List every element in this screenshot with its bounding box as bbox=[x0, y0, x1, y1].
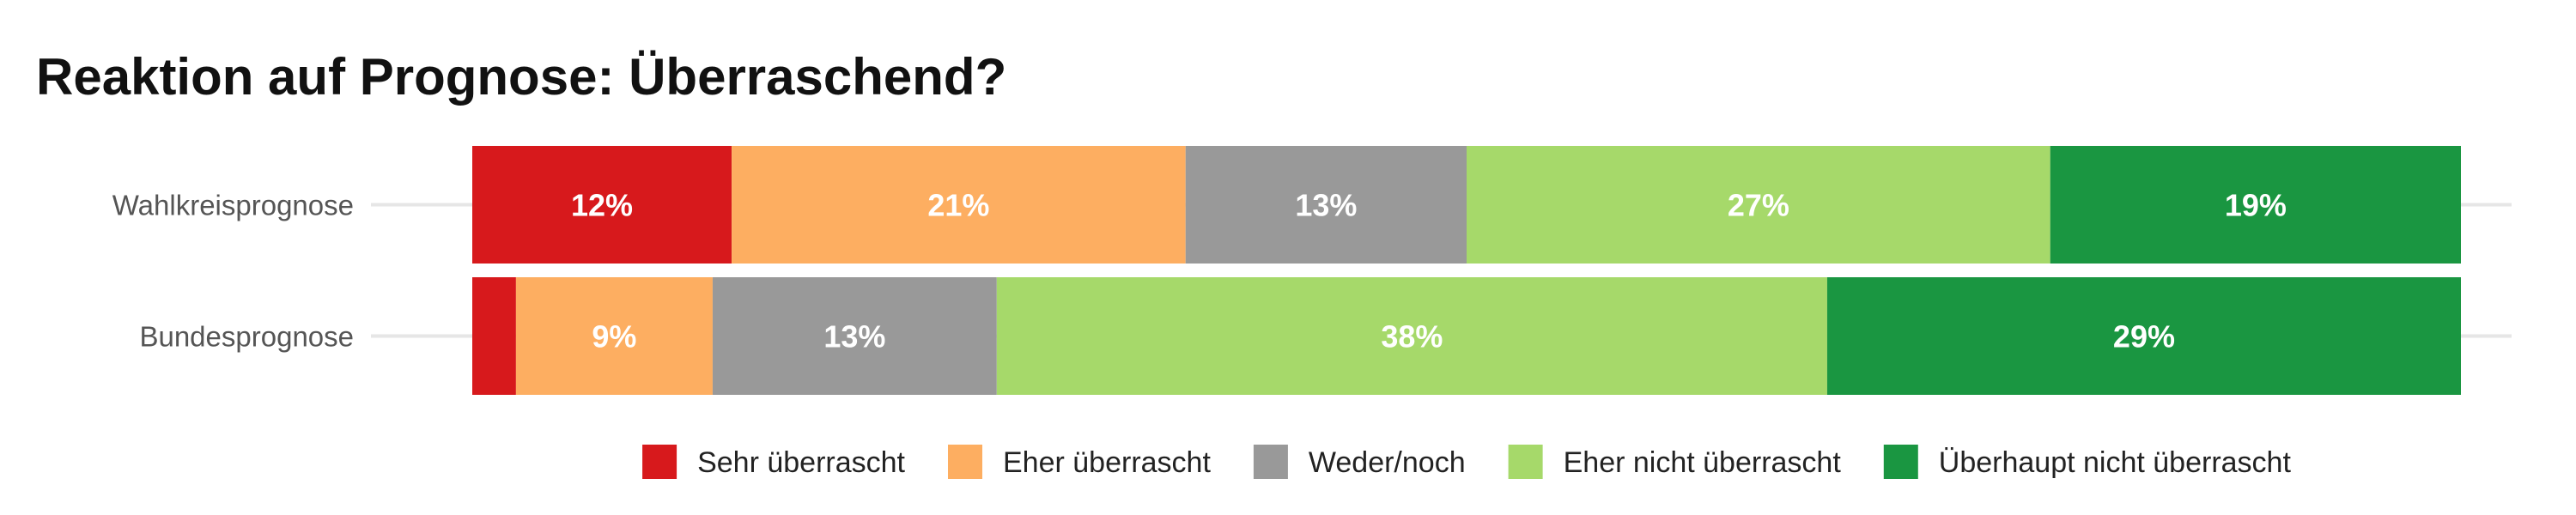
legend: Sehr überrascht Eher überrascht Weder/noch… bbox=[642, 445, 2291, 479]
legend-item-sehr-ueberrascht: Sehr überrascht bbox=[642, 445, 906, 479]
value-label: 12% bbox=[571, 188, 633, 223]
bar-bundesprognose-sehr-ueberrascht bbox=[472, 277, 516, 395]
row-labels: Wahlkreisprognose Bundesprognose bbox=[112, 190, 354, 353]
value-label: 9% bbox=[592, 319, 636, 354]
row-label-bundesprognose: Bundesprognose bbox=[139, 321, 354, 353]
legend-label: Eher überrascht bbox=[1003, 446, 1211, 479]
legend-label: Weder/noch bbox=[1309, 446, 1466, 479]
value-label: 13% bbox=[823, 319, 885, 354]
bar-bundesprognose-eher-ueberrascht bbox=[515, 277, 713, 395]
legend-item-ueberhaupt-nicht-ueberrascht: Überhaupt nicht überrascht bbox=[1883, 445, 2292, 479]
value-label: 38% bbox=[1381, 319, 1443, 354]
legend-swatch bbox=[1508, 445, 1543, 479]
legend-label: Überhaupt nicht überrascht bbox=[1939, 446, 2292, 479]
chart-title: Reaktion auf Prognose: Überraschend? bbox=[36, 48, 1006, 106]
value-label: 29% bbox=[2113, 319, 2175, 354]
bar-bundesprognose-eher-nicht-ueberrascht bbox=[996, 277, 1827, 395]
bar-bundesprognose-ueberhaupt-nicht-ueberrascht bbox=[1826, 277, 2461, 395]
value-label: 27% bbox=[1728, 188, 1789, 223]
legend-swatch bbox=[1883, 445, 1918, 479]
bar-wahlkreisprognose-sehr-ueberrascht bbox=[472, 146, 732, 264]
bar-wahlkreisprognose-eher-ueberrascht bbox=[732, 146, 1186, 264]
value-label: 13% bbox=[1295, 188, 1357, 223]
legend-item-eher-ueberrascht: Eher überrascht bbox=[948, 445, 1211, 479]
value-label: 21% bbox=[927, 188, 989, 223]
bar-wahlkreisprognose-weder-noch bbox=[1185, 146, 1467, 264]
value-label: 19% bbox=[2225, 188, 2287, 223]
legend-swatch bbox=[948, 445, 982, 479]
legend-swatch bbox=[1253, 445, 1288, 479]
bars: 12% 21% 13% 27% 19% 9% 13% 38% 29% bbox=[472, 146, 2461, 395]
legend-swatch bbox=[642, 445, 677, 479]
legend-item-weder-noch: Weder/noch bbox=[1253, 445, 1466, 479]
bar-wahlkreisprognose-ueberhaupt-nicht-ueberrascht bbox=[2050, 146, 2461, 264]
row-label-wahlkreisprognose: Wahlkreisprognose bbox=[112, 190, 354, 221]
bar-wahlkreisprognose-eher-nicht-ueberrascht bbox=[1467, 146, 2050, 264]
legend-label: Eher nicht überrascht bbox=[1564, 446, 1842, 479]
legend-item-eher-nicht-ueberrascht: Eher nicht überrascht bbox=[1508, 445, 1842, 479]
bar-bundesprognose-weder-noch bbox=[712, 277, 997, 395]
legend-label: Sehr überrascht bbox=[697, 446, 905, 479]
